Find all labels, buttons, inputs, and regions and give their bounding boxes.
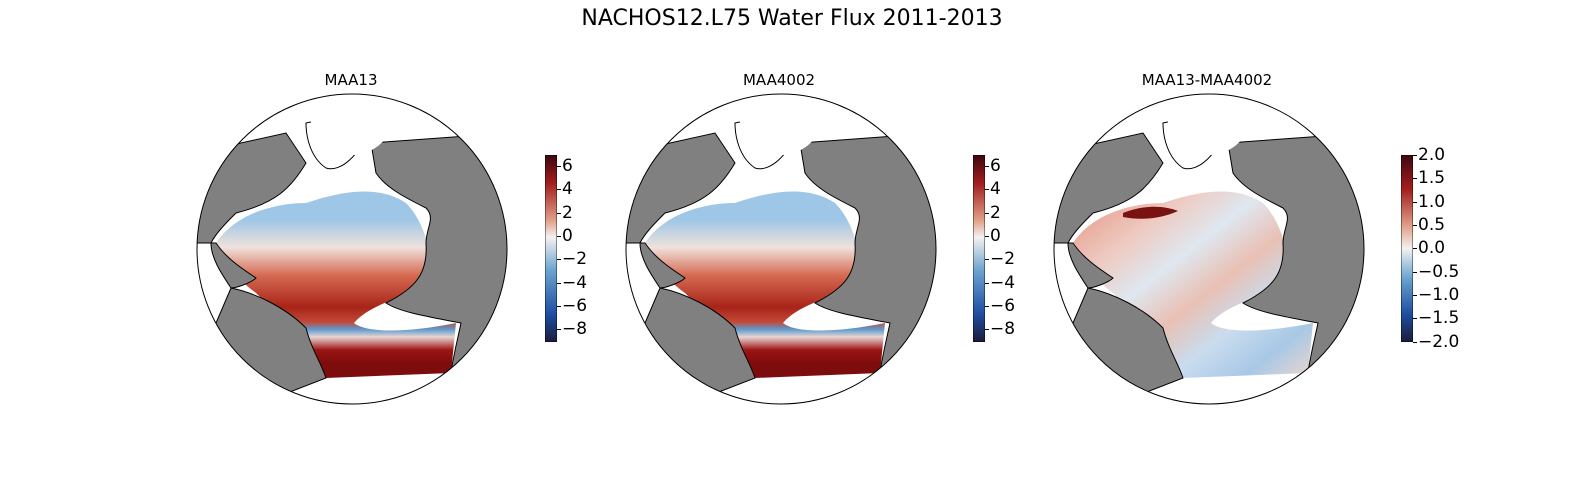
colorbar-tick: −6 [984,296,1016,316]
colorbar-tick: 0.5 [1412,215,1446,235]
globe-map-maa13 [196,93,508,405]
colorbar-tick: 4 [557,179,573,199]
figure-title: NACHOS12.L75 Water Flux 2011-2013 [581,6,1003,31]
colorbar-ticks: 2.0 1.5 1.0 0.5 0.0 −0.5 −1.0 −1.5 −2.0 [1412,145,1478,352]
colorbar-tick: −8 [984,319,1016,339]
colorbar-tick: 0 [557,226,573,246]
colorbar-tick: 0.0 [1412,238,1446,258]
colorbar-tick: 2.0 [1412,145,1446,165]
land-central-america [210,242,257,289]
panel-title: MAA4002 [742,71,816,89]
hotspot-gulf-stream [1123,206,1178,219]
arctic-cap [1167,94,1251,155]
land-europe-africa [370,132,507,404]
land-europe-africa [799,132,936,404]
colorbar-tick: −1.5 [1412,308,1460,328]
ocean-field [1073,191,1313,378]
panel-title: MAA13 [324,71,378,89]
colorbar-tick: −2 [556,249,588,269]
ocean-field [216,191,456,378]
globe-map-difference [1053,93,1365,405]
colorbar-difference [1401,155,1413,342]
land-central-america [1067,242,1114,289]
colorbar-maa13 [545,155,557,342]
colorbar-tick: −2 [984,249,1016,269]
colorbar-tick: 0 [985,226,1001,246]
arctic-cap [310,94,394,155]
colorbar-tick: 1.5 [1412,168,1446,188]
arctic-cap [739,94,823,155]
colorbar-tick: 6 [985,156,1001,176]
colorbar-ticks: 6 4 2 0 −2 −4 −6 −8 [984,155,1050,342]
colorbar-tick: −4 [984,273,1016,293]
colorbar-tick: −6 [556,296,588,316]
colorbar-tick: 2 [557,203,573,223]
colorbar-tick: −0.5 [1412,262,1460,282]
land-europe-africa [1227,132,1364,404]
colorbar-tick: 1.0 [1412,192,1446,212]
globe-map-maa4002 [625,93,937,405]
panel-title: MAA13-MAA4002 [1141,71,1273,89]
colorbar-tick: 6 [557,156,573,176]
colorbar-tick: −4 [556,273,588,293]
colorbar-ticks: 6 4 2 0 −2 −4 −6 −8 [556,155,622,342]
colorbar-tick: 4 [985,179,1001,199]
colorbar-maa4002 [973,155,985,342]
colorbar-tick: −8 [556,319,588,339]
colorbar-tick: −2.0 [1412,332,1460,352]
land-central-america [639,242,686,289]
colorbar-tick: −1.0 [1412,285,1460,305]
ocean-field [645,191,885,378]
colorbar-tick: 2 [985,203,1001,223]
